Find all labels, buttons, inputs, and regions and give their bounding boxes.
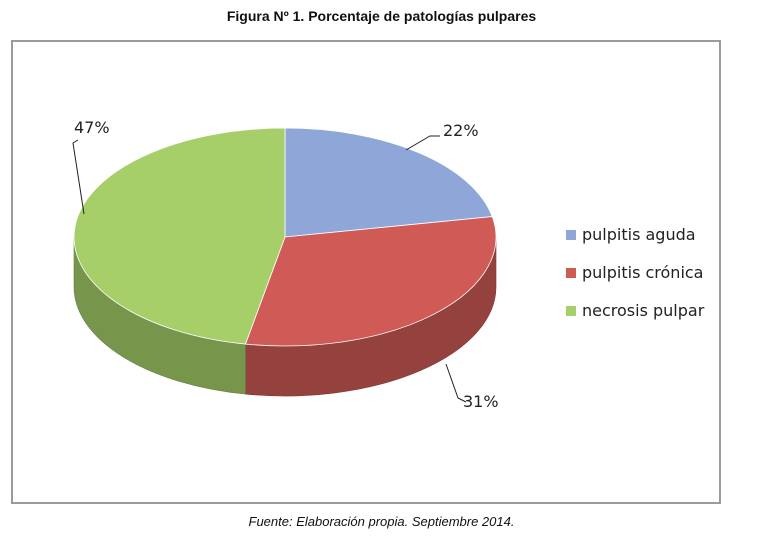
slice-2	[73, 127, 286, 345]
label-layer: 22% 31% 47%	[72, 118, 499, 411]
legend-label-0: pulpitis aguda	[582, 225, 696, 244]
leader-line-1	[445, 363, 467, 403]
legend: pulpitis aguda pulpitis crónica necrosis p…	[566, 225, 705, 320]
data-label-1: 31%	[463, 392, 499, 411]
chart-title: Figura Nº 1. Porcentaje de patologías pu…	[226, 8, 537, 24]
slice-1	[244, 216, 497, 347]
legend-swatch-1	[566, 268, 576, 278]
legend-label-1: pulpitis crónica	[582, 263, 703, 282]
leader-line-0	[405, 135, 440, 151]
pie-layer	[73, 127, 497, 397]
data-label-0: 22%	[443, 121, 479, 140]
legend-swatch-2	[566, 306, 576, 316]
leader-line-2	[72, 139, 85, 215]
slice-0	[284, 127, 493, 238]
chart-source: Fuente: Elaboración propia. Septiembre 2…	[248, 514, 515, 529]
legend-swatch-0	[566, 230, 576, 240]
data-label-2: 47%	[74, 118, 110, 137]
legend-label-2: necrosis pulpar	[582, 301, 705, 320]
